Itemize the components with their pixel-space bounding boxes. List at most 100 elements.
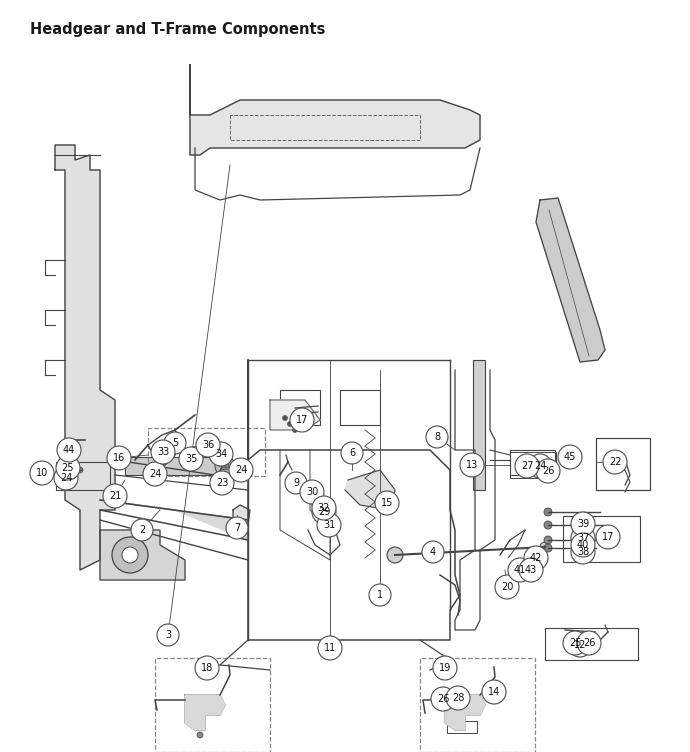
Circle shape	[571, 540, 595, 564]
Text: 24: 24	[149, 469, 161, 479]
Text: 5: 5	[172, 438, 178, 448]
Circle shape	[202, 450, 208, 456]
Circle shape	[103, 484, 127, 508]
Bar	[596, 438, 650, 490]
Text: 17: 17	[602, 532, 614, 542]
Circle shape	[282, 416, 288, 420]
Bar	[56, 462, 110, 490]
Circle shape	[426, 426, 448, 448]
Circle shape	[179, 447, 203, 471]
Circle shape	[288, 422, 293, 426]
Text: 28: 28	[452, 693, 464, 703]
Text: 27: 27	[521, 461, 533, 471]
Circle shape	[482, 680, 506, 704]
Text: 11: 11	[324, 643, 336, 653]
Circle shape	[195, 656, 219, 680]
Text: 38: 38	[577, 547, 589, 557]
Circle shape	[544, 508, 552, 516]
Circle shape	[317, 513, 341, 537]
Circle shape	[285, 472, 307, 494]
Circle shape	[143, 462, 167, 486]
Text: 7: 7	[234, 523, 240, 533]
Polygon shape	[536, 198, 605, 362]
Circle shape	[524, 546, 548, 570]
Circle shape	[431, 687, 455, 711]
Text: 25: 25	[61, 463, 75, 473]
Circle shape	[460, 453, 484, 477]
Circle shape	[209, 442, 233, 466]
Text: 3: 3	[165, 630, 171, 640]
Circle shape	[226, 517, 248, 539]
Circle shape	[495, 575, 519, 599]
Text: 24: 24	[235, 465, 247, 475]
Circle shape	[312, 496, 336, 520]
Text: 25: 25	[569, 638, 581, 648]
Circle shape	[536, 459, 560, 483]
Circle shape	[54, 466, 78, 490]
Text: 30: 30	[306, 487, 318, 497]
Polygon shape	[345, 470, 395, 510]
Polygon shape	[55, 145, 115, 570]
Text: 29: 29	[318, 507, 331, 517]
Text: 14: 14	[488, 687, 500, 697]
Text: 12: 12	[574, 640, 586, 650]
Text: 21: 21	[109, 491, 121, 501]
Polygon shape	[100, 500, 248, 540]
Circle shape	[197, 732, 203, 738]
Text: 24: 24	[60, 473, 72, 483]
Circle shape	[151, 440, 175, 464]
Circle shape	[164, 432, 186, 454]
Circle shape	[519, 558, 543, 582]
Circle shape	[596, 525, 620, 549]
Circle shape	[57, 438, 81, 462]
Text: 37: 37	[577, 533, 589, 543]
Circle shape	[221, 462, 229, 470]
Circle shape	[56, 456, 80, 480]
Circle shape	[568, 633, 592, 657]
Circle shape	[540, 542, 550, 552]
Text: 23: 23	[216, 478, 228, 488]
Text: 19: 19	[439, 663, 451, 673]
Circle shape	[571, 526, 595, 550]
Text: 1: 1	[377, 590, 383, 600]
Polygon shape	[190, 65, 480, 155]
Text: 22: 22	[609, 457, 621, 467]
Text: 13: 13	[466, 460, 478, 470]
Circle shape	[544, 521, 552, 529]
Polygon shape	[445, 695, 485, 730]
Circle shape	[290, 408, 314, 432]
Circle shape	[433, 656, 457, 680]
Text: 15: 15	[381, 498, 393, 508]
Bar	[340, 390, 380, 425]
Circle shape	[375, 491, 399, 515]
Text: 20: 20	[501, 582, 513, 592]
Text: 43: 43	[525, 565, 537, 575]
Circle shape	[603, 450, 627, 474]
Bar	[56, 462, 110, 490]
Text: 17: 17	[296, 415, 308, 425]
Bar	[155, 658, 270, 752]
Circle shape	[544, 544, 552, 552]
Circle shape	[341, 442, 363, 464]
Circle shape	[571, 533, 595, 557]
Text: 18: 18	[201, 663, 213, 673]
Text: 36: 36	[202, 440, 214, 450]
Bar	[420, 658, 535, 752]
Circle shape	[312, 500, 336, 524]
Text: 24: 24	[534, 461, 546, 471]
Text: 39: 39	[577, 519, 589, 529]
Circle shape	[387, 547, 403, 563]
Text: 44: 44	[63, 445, 75, 455]
Text: 40: 40	[577, 540, 589, 550]
Text: 6: 6	[349, 448, 355, 458]
Circle shape	[77, 467, 83, 473]
Circle shape	[563, 631, 587, 655]
Circle shape	[196, 433, 220, 457]
Circle shape	[515, 454, 539, 478]
Bar	[510, 452, 556, 478]
Bar	[545, 628, 638, 660]
Bar	[125, 457, 225, 475]
Bar	[280, 390, 320, 425]
Bar	[148, 428, 265, 476]
Circle shape	[571, 512, 595, 536]
